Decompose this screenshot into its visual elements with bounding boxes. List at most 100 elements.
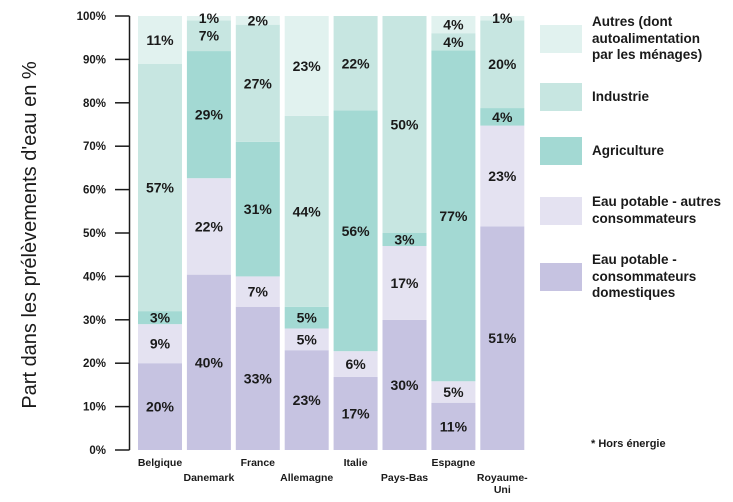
bar-segment: [333, 110, 378, 352]
value-label: 3%: [150, 310, 171, 326]
bar-segment: [431, 402, 476, 450]
bar-segment: [138, 16, 182, 64]
bar-segment: [431, 381, 476, 403]
bar-segment: [235, 16, 280, 25]
bar-segment: [333, 16, 378, 111]
legend-swatch-industrie: [540, 83, 582, 111]
y-tick-label: 30%: [83, 315, 106, 327]
value-label: 1%: [492, 10, 513, 26]
category-label: Allemagne: [280, 472, 333, 484]
value-label: 17%: [342, 405, 371, 421]
value-label: 4%: [443, 17, 464, 33]
y-tick-label: 40%: [83, 271, 106, 283]
legend-item-industrie: Industrie: [540, 83, 649, 111]
value-label: 11%: [440, 418, 468, 434]
bar-segment: [138, 63, 182, 312]
value-label: 23%: [488, 168, 517, 184]
y-tick-label: 60%: [83, 185, 106, 197]
value-label: 30%: [390, 377, 419, 393]
bar-segment: [284, 16, 329, 116]
value-label: 7%: [248, 284, 269, 300]
y-tick-label: 10%: [83, 402, 106, 414]
bar-segment: [235, 276, 280, 307]
bar-segment: [431, 33, 476, 51]
bar-segment: [186, 20, 231, 52]
value-label: 7%: [199, 28, 220, 44]
bar-segment: [284, 328, 329, 351]
bar-segment: [235, 24, 280, 142]
value-label: 23%: [293, 392, 322, 408]
bar-segment: [382, 233, 427, 247]
legend-item-agriculture: Agriculture: [540, 137, 664, 165]
category-label: Belgique: [138, 457, 182, 469]
bar-segment: [138, 311, 182, 325]
bar-segment: [480, 226, 525, 450]
value-label: 77%: [439, 208, 468, 224]
footnote: * Hors énergie: [591, 438, 666, 450]
bar-segment: [235, 141, 280, 277]
value-label: 5%: [443, 384, 464, 400]
legend-label-industrie: Industrie: [592, 88, 650, 104]
bar-segment: [480, 20, 525, 109]
y-tick-label: 80%: [83, 98, 106, 110]
y-tick-label: 70%: [83, 141, 106, 153]
legend-swatch-autres: [540, 24, 582, 53]
bar-segment: [186, 178, 231, 275]
bar-segment: [333, 376, 378, 450]
value-label: 4%: [443, 34, 464, 50]
bar-segment: [480, 16, 525, 21]
value-label: 9%: [150, 336, 171, 352]
bar-segment: [382, 319, 427, 450]
bar-segment: [333, 351, 378, 377]
legend-label-autres: Autres (dont autoalimentation par les mé…: [592, 14, 703, 62]
value-label: 20%: [488, 56, 517, 72]
value-label: 31%: [244, 201, 273, 217]
bar-segment: [382, 246, 427, 320]
y-tick-label: 0%: [89, 445, 106, 457]
category-label: Italie: [344, 457, 368, 469]
legend-swatch-eau-potable-domestiques: [540, 262, 582, 291]
y-tick-label: 20%: [83, 358, 106, 370]
value-label: 11%: [146, 32, 174, 48]
value-label: 23%: [293, 58, 322, 74]
bar-segment: [284, 306, 329, 329]
value-label: 50%: [390, 117, 419, 133]
bar-segment: [186, 51, 231, 179]
bar-segment: [235, 306, 280, 450]
legend-label-eau-potable-autres: Eau potable - autres consommateurs: [592, 194, 722, 226]
bar-segment: [480, 125, 525, 227]
bar-segment: [382, 16, 427, 233]
bar-segment: [186, 16, 231, 21]
value-label: 56%: [342, 223, 371, 239]
value-label: 3%: [394, 232, 415, 248]
bar-segment: [138, 363, 182, 450]
legend-label-eau-potable-domestiques: Eau potable - consommateurs domestiques: [592, 252, 697, 300]
legend-swatch-eau-potable-autres: [540, 196, 582, 225]
value-label: 51%: [488, 330, 517, 346]
value-label: 29%: [195, 107, 224, 123]
value-labels: 20% 9% 3% 57% 11% 40% 22% 29% 7% 1% 33% 7% 31% 27% 2% 2…: [146, 10, 517, 434]
bar-segment: [186, 274, 231, 450]
value-label: 1%: [199, 10, 220, 26]
category-label: Royaume-Uni: [477, 472, 528, 496]
value-label: 4%: [492, 109, 513, 125]
category-label: Espagne: [432, 457, 476, 469]
value-label: 6%: [345, 356, 366, 372]
y-axis-label: Part dans les prélèvements d'eau en %: [19, 61, 41, 409]
value-label: 27%: [244, 75, 273, 91]
bar-segment: [138, 324, 182, 364]
value-label: 40%: [195, 354, 224, 370]
legend-label-agriculture: Agriculture: [592, 142, 665, 158]
category-label: Danemark: [184, 472, 235, 484]
bar-segment: [431, 16, 476, 34]
bars: [138, 16, 525, 450]
value-label: 20%: [146, 399, 175, 415]
bar-segment: [284, 350, 329, 450]
y-tick-label: 90%: [83, 54, 106, 66]
value-label: 5%: [297, 310, 318, 326]
value-label: 22%: [342, 55, 371, 71]
y-tick-label: 50%: [83, 228, 106, 240]
legend-item-autres: Autres (dont autoalimentation par les mé…: [540, 14, 702, 64]
